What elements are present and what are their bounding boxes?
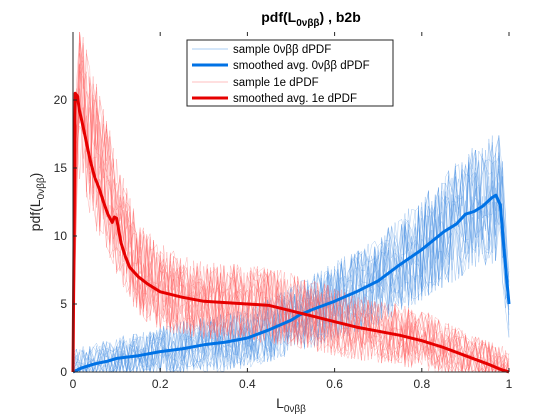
sample-curve-2-18 [72,64,510,373]
sample-curve-2-2 [72,56,510,373]
legend-label-avg-0vbb: smoothed avg. 0νββ dPDF [233,60,370,72]
chart-title-subscript: 0νββ [296,18,319,29]
sample-curve-0-2 [73,162,510,373]
x-tick-label: 0.2 [152,377,169,391]
legend: sample 0νββ dPDF smoothed avg. 0νββ dPDF… [186,39,394,107]
sample-curve-2-19 [72,63,510,373]
x-tick-label: 0.8 [413,377,430,391]
chart-title-tail: ) , b2b [320,9,361,25]
sample-curve-0-9 [72,135,510,373]
y-tick-label: 10 [54,229,68,243]
sample-curve-0-19 [73,135,510,373]
legend-label-sample-0vbb: sample 0νββ dPDF [233,44,331,56]
axes: 0 0.2 0.4 0.6 0.8 1 0 5 10 15 20 [54,32,513,391]
x-axis-title-subscript: 0νββ [284,404,306,415]
y-tick-label: 15 [54,161,68,175]
sample-curve-2-13 [72,49,509,373]
y-axis-title-main: pdf(L [27,199,43,231]
legend-label-sample-1e: sample 1e dPDF [233,77,319,89]
sample-curve-0-18 [72,138,510,373]
sample-curve-2-11 [72,31,510,373]
sample-curve-2-6 [72,31,510,373]
avg-curve-3 [71,91,510,374]
sample-curve-0-13 [72,155,510,373]
sample-curve-0-3 [73,145,510,373]
x-tick-label: 0.4 [239,377,256,391]
x-tick-label: 0 [70,377,77,391]
sample-curve-0-7 [72,153,510,373]
y-tick-label: 20 [54,93,68,107]
x-tick-label: 1 [506,377,513,391]
sample-curve-0-16 [72,142,510,373]
x-ticks: 0 0.2 0.4 0.6 0.8 1 [70,32,513,391]
sample-curve-0-12 [73,149,510,373]
average-curves-layer [71,91,511,374]
y-axis-title: pdf(L0νββ) [27,173,47,232]
sample-curve-2-0 [72,76,509,373]
sample-curve-2-8 [72,42,510,373]
sample-curve-2-3 [72,71,510,373]
sample-curve-0-4 [72,143,510,373]
sample-curve-2-17 [72,93,510,373]
sample-curve-0-17 [72,137,510,373]
x-axis-title-main: L [276,395,284,411]
sample-curve-2-7 [72,45,510,373]
sample-curve-2-4 [72,43,510,373]
sample-curve-2-12 [72,34,510,373]
sample-curve-0-8 [73,140,510,373]
y-tick-label: 5 [60,297,67,311]
avg-curve-1 [72,193,511,374]
chart-title: pdf(L0νββ) , b2b [261,9,361,29]
legend-label-avg-1e: smoothed avg. 1e dPDF [233,93,357,105]
sample-curve-0-1 [72,152,510,373]
y-tick-label: 0 [60,365,67,379]
sample-curve-2-1 [72,53,509,373]
sample-curve-0-10 [72,159,510,373]
sample-curve-2-9 [72,95,509,373]
x-tick-label: 0.6 [326,377,343,391]
x-axis-title: L0νββ [276,395,306,415]
sample-curve-2-14 [72,31,510,373]
legend-box [186,39,394,107]
y-ticks: 0 5 10 15 20 [54,93,77,379]
sample-curve-2-5 [72,31,510,373]
y-axis-title-tail: ) [27,173,43,178]
sample-curve-2-15 [72,37,510,373]
chart-title-main: pdf(L [261,9,296,25]
y-axis-title-subscript: 0νββ [36,177,47,199]
